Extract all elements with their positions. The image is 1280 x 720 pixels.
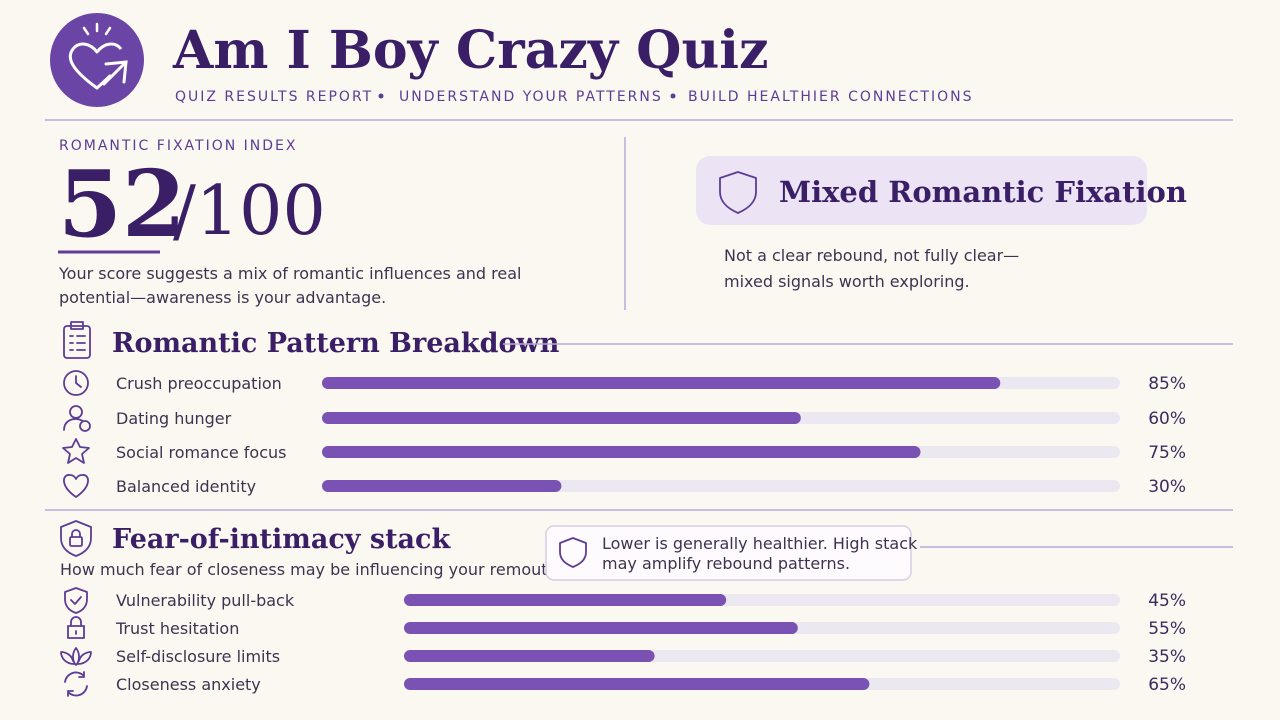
- section-icon: [69, 321, 86, 351]
- row-label: Trust hesitation: [115, 619, 239, 638]
- bar: [322, 377, 1001, 389]
- value-label: 45%: [1148, 591, 1186, 611]
- section-title: Romantic Pattern Breakdown: [112, 328, 560, 359]
- note-icon: [559, 537, 587, 568]
- logo-spark: [82, 22, 112, 36]
- note-text: may amplify rebound patterns.: [602, 554, 850, 573]
- section-subtitle: How much fear of closeness may be influe…: [60, 560, 630, 579]
- row-icon: [63, 370, 89, 396]
- section-icon: [71, 529, 81, 538]
- badge-icon: [719, 171, 757, 214]
- score-label: ROMANTIC FIXATION INDEX: [59, 138, 298, 154]
- score-description: potential—awareness is your advantage.: [59, 288, 386, 307]
- value-label: 30%: [1148, 477, 1186, 497]
- value-label: 60%: [1148, 409, 1186, 429]
- result-description: Not a clear rebound, not fully clear—: [724, 246, 1019, 265]
- note-box: [545, 525, 912, 581]
- row-label: Vulnerability pull-back: [116, 591, 295, 610]
- bar: [404, 594, 727, 606]
- value-label: 75%: [1148, 443, 1186, 463]
- section-icon: [69, 536, 83, 547]
- logo-arrow: [95, 60, 128, 90]
- logo-heart: [68, 42, 123, 90]
- row-label: Self-disclosure limits: [116, 647, 280, 666]
- row-icon: [60, 647, 92, 666]
- tagline: QUIZ RESULTS REPORT: [175, 89, 373, 105]
- separator: [670, 93, 676, 99]
- row-label: Dating hunger: [116, 409, 232, 428]
- row-icon: [64, 671, 88, 697]
- row-icon: [67, 616, 85, 639]
- value-label: 35%: [1148, 647, 1186, 667]
- result-badge: [696, 156, 1147, 225]
- row-icon: [63, 474, 89, 498]
- section-icon: [63, 325, 91, 359]
- section-title: Fear-of-intimacy stack: [112, 524, 451, 555]
- score-value: 52: [58, 150, 186, 258]
- bar: [322, 412, 801, 424]
- result-description: mixed signals worth exploring.: [724, 272, 970, 291]
- bar: [322, 446, 921, 458]
- row-icon: [64, 587, 88, 614]
- row-label: Social romance focus: [116, 443, 287, 462]
- value-label: 85%: [1148, 374, 1186, 394]
- bar: [322, 480, 562, 492]
- row-label: Closeness anxiety: [116, 675, 261, 694]
- bar: [404, 622, 798, 634]
- title: Am I Boy Crazy Quiz: [172, 20, 769, 81]
- tagline: UNDERSTAND YOUR PATTERNS: [399, 89, 663, 105]
- bar: [404, 650, 655, 662]
- logo: [50, 13, 144, 107]
- row-label: Crush preoccupation: [116, 374, 282, 393]
- tagline: BUILD HEALTHIER CONNECTIONS: [688, 89, 974, 105]
- value-label: 55%: [1148, 619, 1186, 639]
- value-label: 65%: [1148, 675, 1186, 695]
- row-icon: [63, 405, 91, 432]
- row-label: Balanced identity: [116, 477, 256, 496]
- score-out-of: /100: [173, 172, 326, 251]
- bar: [404, 678, 870, 690]
- note-text: Lower is generally healthier. High stack: [602, 534, 918, 553]
- section-icon: [60, 520, 92, 557]
- score-description: Your score suggests a mix of romantic in…: [58, 264, 521, 283]
- result-badge-text: Mixed Romantic Fixation: [779, 175, 1187, 209]
- row-icon: [62, 438, 90, 464]
- separator: [378, 93, 384, 99]
